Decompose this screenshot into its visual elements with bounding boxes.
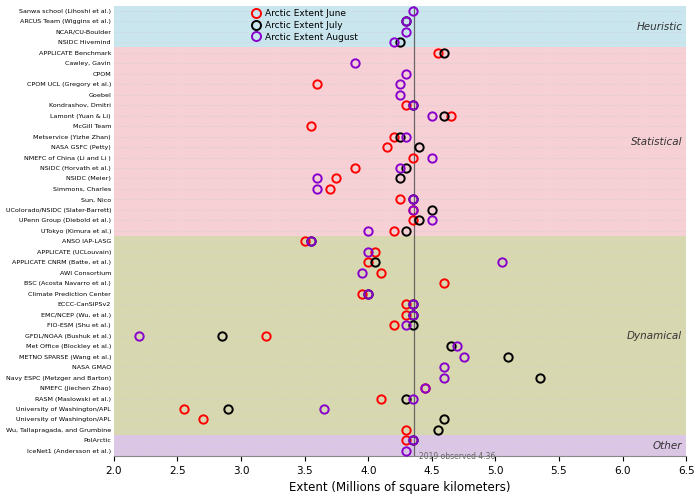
Text: Other: Other bbox=[653, 440, 682, 450]
X-axis label: Extent (Millions of square kilometers): Extent (Millions of square kilometers) bbox=[289, 482, 511, 494]
Text: Dynamical: Dynamical bbox=[627, 330, 682, 340]
Legend: Arctic Extent June, Arctic Extent July, Arctic Extent August: Arctic Extent June, Arctic Extent July, … bbox=[253, 9, 358, 42]
Bar bbox=[114, 48, 686, 236]
Text: Heuristic: Heuristic bbox=[636, 22, 682, 32]
Bar bbox=[114, 6, 686, 48]
Bar bbox=[114, 236, 686, 435]
Text: 2019 observed 4.36: 2019 observed 4.36 bbox=[419, 452, 496, 461]
Bar bbox=[114, 435, 686, 456]
Text: Statistical: Statistical bbox=[631, 137, 682, 147]
